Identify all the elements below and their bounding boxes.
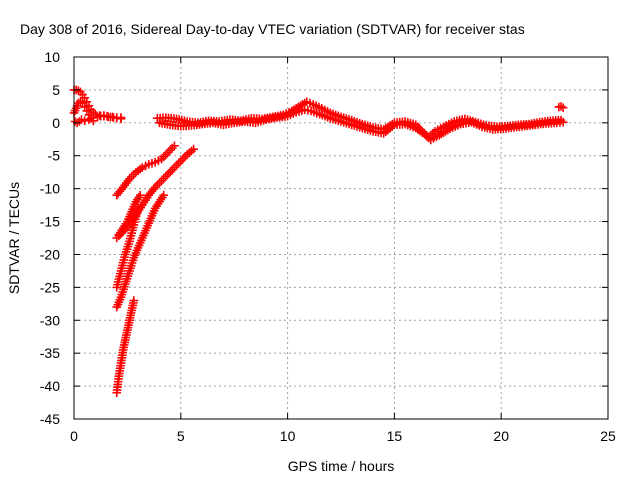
y-tick-label: 5 (52, 82, 60, 98)
x-tick-label: 25 (600, 428, 616, 444)
chart-title: Day 308 of 2016, Sidereal Day-to-day VTE… (20, 21, 525, 37)
x-tick-labels: 0 5 10 15 20 25 (70, 428, 616, 444)
y-axis-label: SDTVAR / TECUs (6, 182, 22, 294)
data-point (129, 296, 139, 305)
y-tick-label: -45 (40, 411, 60, 427)
y-tick-labels: 10 5 0 -5 -10 -15 -20 -25 -30 -35 -40 -45 (40, 49, 60, 427)
y-tick-label: -40 (40, 378, 60, 394)
y-tick-label: -20 (40, 246, 60, 262)
grid-lines (74, 57, 608, 419)
data-series (69, 85, 568, 397)
data-point (305, 98, 315, 108)
y-tick-label: -30 (40, 312, 60, 328)
y-tick-label: 10 (44, 49, 60, 65)
data-point (135, 190, 145, 200)
y-tick-label: 0 (52, 115, 60, 131)
series-tail-f (114, 190, 145, 240)
x-tick-label: 15 (387, 428, 403, 444)
data-point (302, 97, 312, 107)
series-tail-b (112, 190, 169, 312)
data-point (80, 116, 89, 126)
series-tail-d (112, 141, 179, 200)
data-point (558, 117, 568, 127)
series-early-arc-3 (70, 111, 126, 128)
y-tick-label: -35 (40, 345, 60, 361)
y-tick-label: -5 (48, 148, 61, 164)
x-tick-label: 10 (280, 428, 296, 444)
data-point (159, 190, 169, 200)
data-point (170, 141, 179, 151)
data-point (189, 144, 198, 154)
data-point (558, 103, 568, 112)
data-point (147, 158, 157, 168)
axis-ticks (73, 56, 609, 420)
series-tail-e (112, 204, 143, 292)
data-point (144, 159, 154, 169)
x-tick-label: 0 (70, 428, 78, 444)
series-main-band-2 (155, 105, 568, 145)
plot-frame (73, 56, 609, 420)
data-point (116, 114, 126, 124)
series-tail-a (112, 296, 139, 397)
y-tick-label: -10 (40, 181, 60, 197)
x-tick-label: 5 (177, 428, 185, 444)
x-tick-label: 20 (493, 428, 509, 444)
y-tick-label: -25 (40, 279, 60, 295)
series-late-outlier (554, 102, 568, 112)
y-tick-label: -15 (40, 214, 60, 230)
data-point (77, 115, 86, 124)
x-axis-label: GPS time / hours (288, 458, 395, 474)
